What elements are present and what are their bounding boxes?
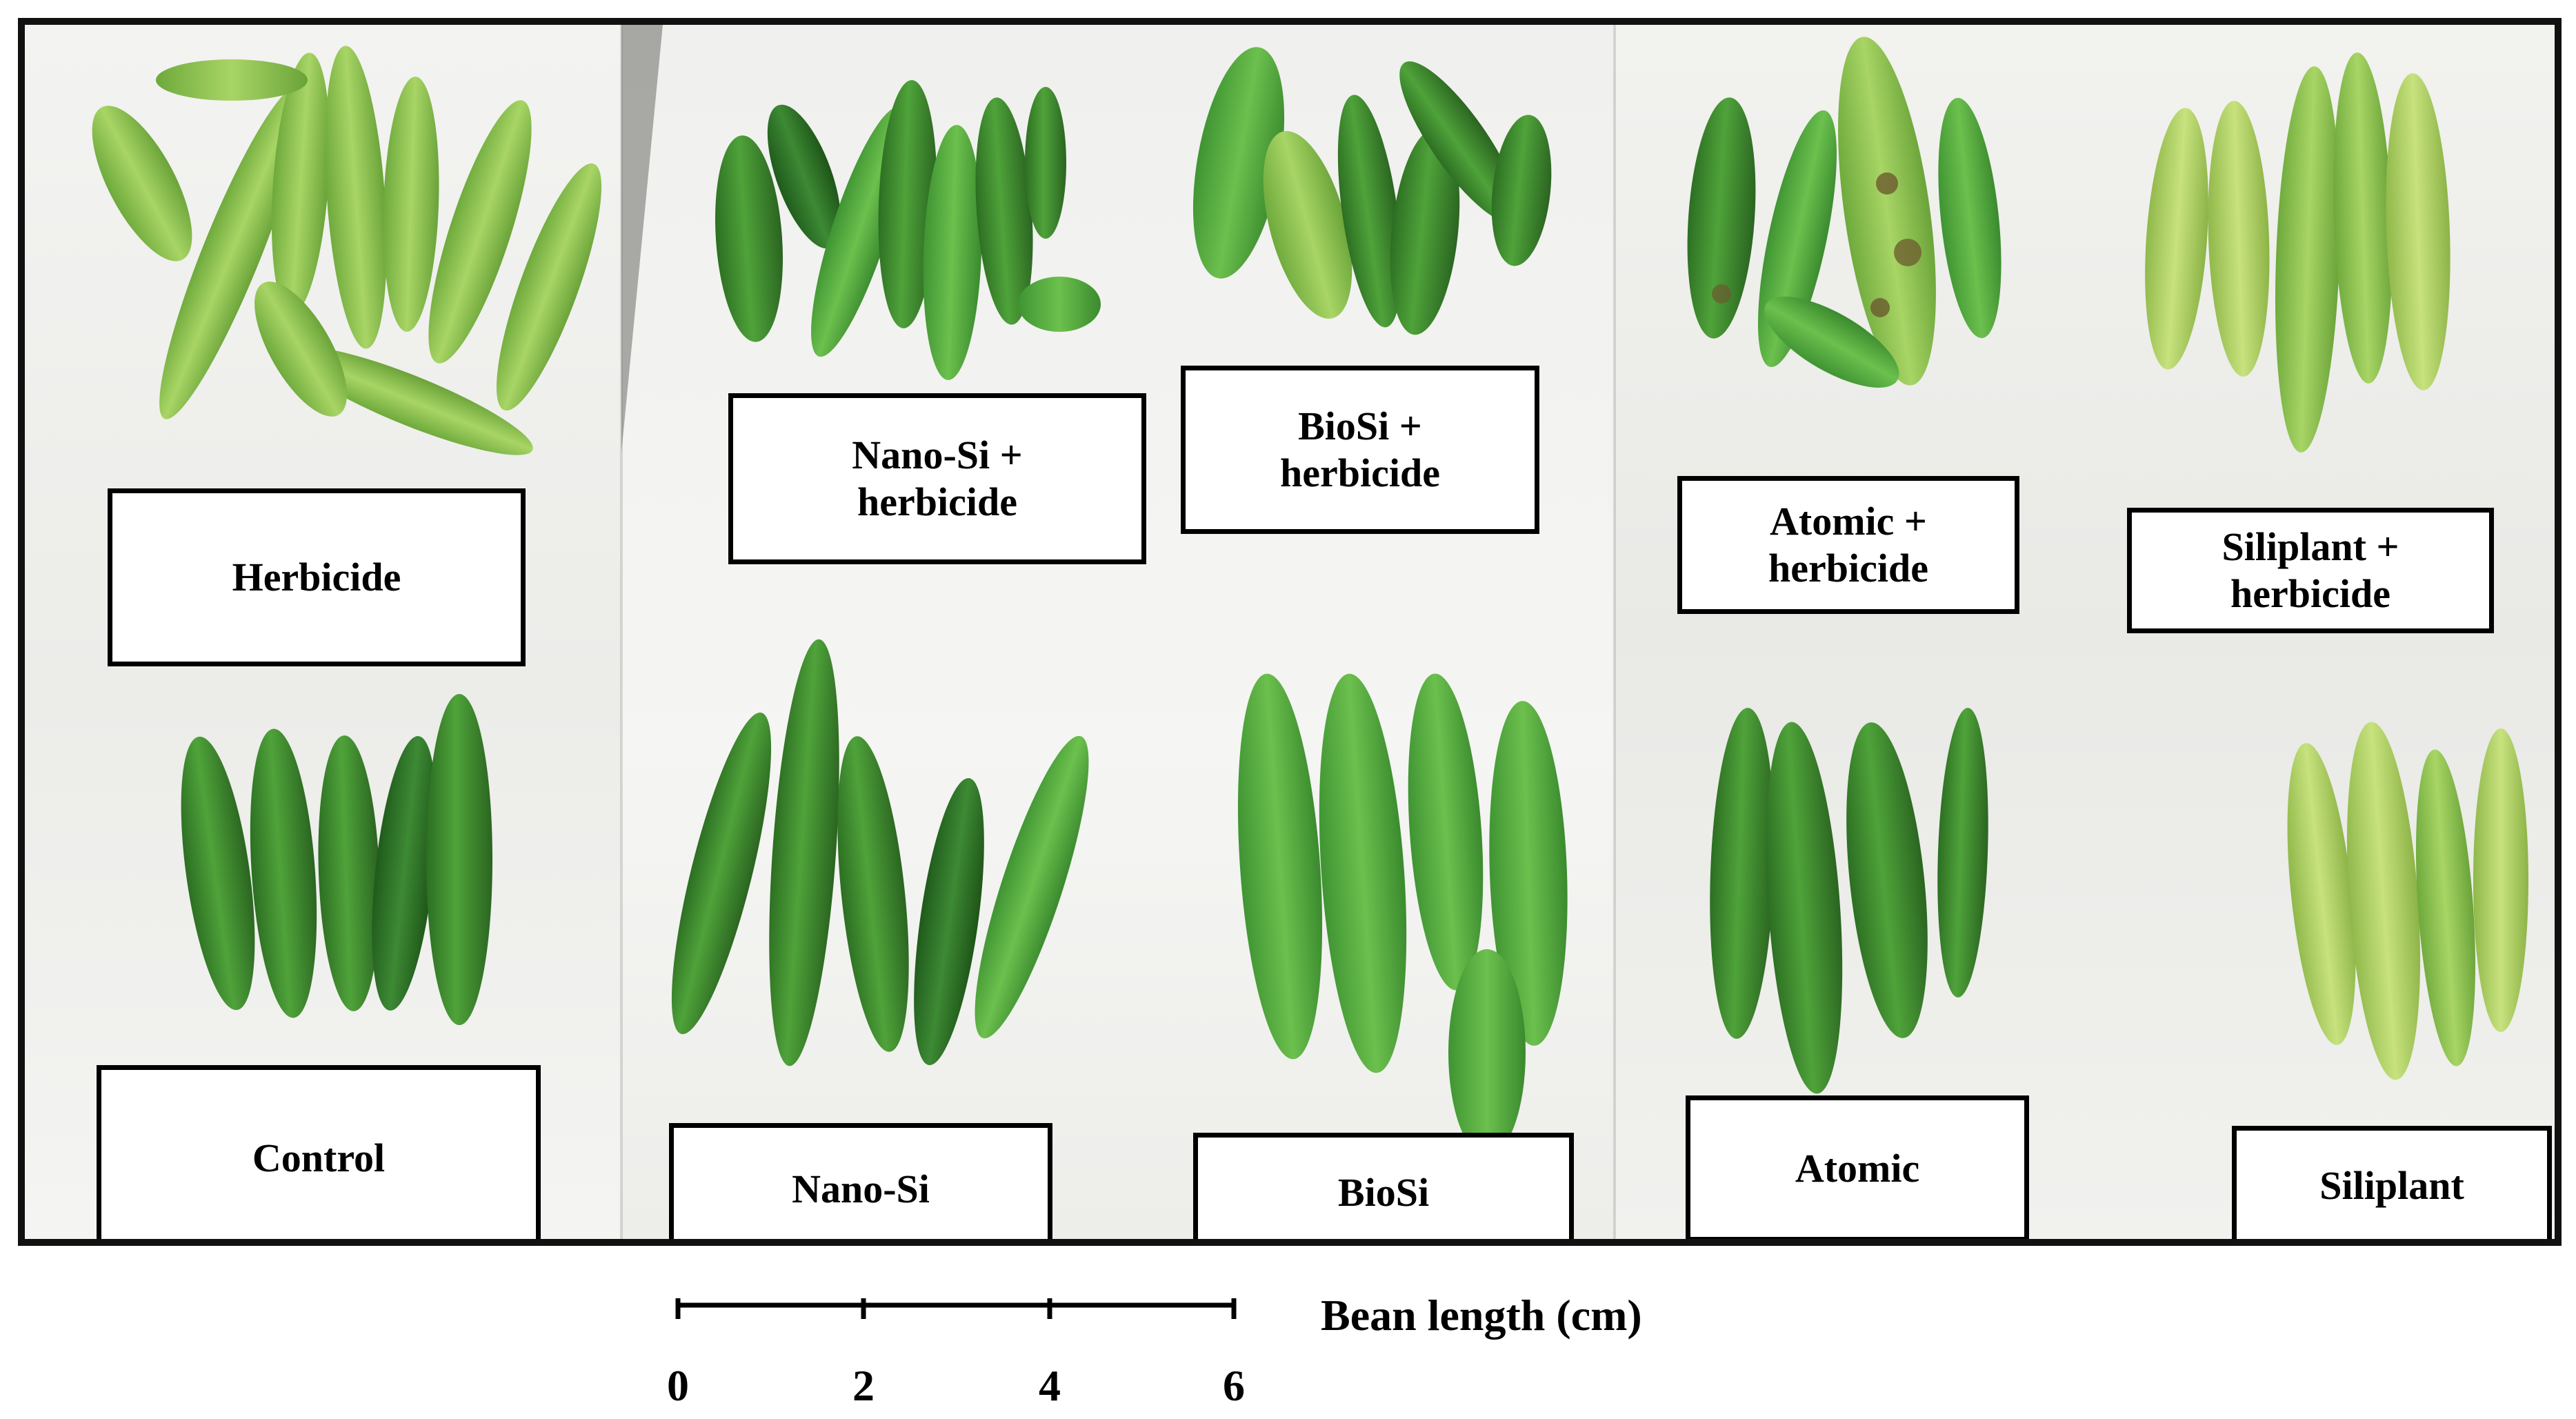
- photo-panel: Herbicide Nano-Si + herbicide BioSi + he…: [18, 18, 2562, 1246]
- bean-group-siliplant: [2287, 722, 2528, 1080]
- photo-seam: [1613, 25, 1616, 1239]
- bean-group-atomic-herbicide: [1687, 37, 2001, 388]
- label-biosi: BioSi: [1193, 1133, 1574, 1239]
- label-siliplant: Siliplant: [2232, 1126, 2552, 1239]
- scale-tick-label: 6: [1223, 1361, 1245, 1410]
- bean-group-siliplant-herbicide: [2145, 52, 2450, 453]
- label-nano-si-herbicide: Nano-Si + herbicide: [728, 393, 1146, 564]
- bean-group-herbicide: [92, 46, 602, 455]
- photo-seam: [620, 25, 623, 1239]
- label-biosi-herbicide: BioSi + herbicide: [1181, 366, 1539, 534]
- label-atomic-herbicide: Atomic + herbicide: [1677, 476, 2019, 614]
- bean-group-control: [181, 694, 492, 1025]
- scale-bar-title: Bean length (cm): [1321, 1291, 1642, 1340]
- label-siliplant-herbicide: Siliplant + herbicide: [2127, 508, 2494, 633]
- bean-pods-illustration: [92, 37, 2528, 1156]
- bean-group-atomic: [1710, 708, 1988, 1094]
- label-herbicide: Herbicide: [108, 488, 526, 666]
- bean-group-biosi: [1237, 673, 1568, 1156]
- bean-group-biosi-herbicide: [1192, 47, 1552, 335]
- bean-group-nano-si-herbicide: [715, 80, 1101, 380]
- label-atomic: Atomic: [1686, 1095, 2029, 1239]
- label-nano-si: Nano-Si: [669, 1123, 1052, 1239]
- bean-group-nano-si: [671, 639, 1089, 1066]
- scale-tick-label: 2: [852, 1361, 875, 1410]
- photo-shadow: [621, 25, 663, 453]
- scale-tick-label: 4: [1039, 1361, 1061, 1410]
- scale-tick-label: 0: [667, 1361, 689, 1410]
- label-control: Control: [97, 1065, 541, 1239]
